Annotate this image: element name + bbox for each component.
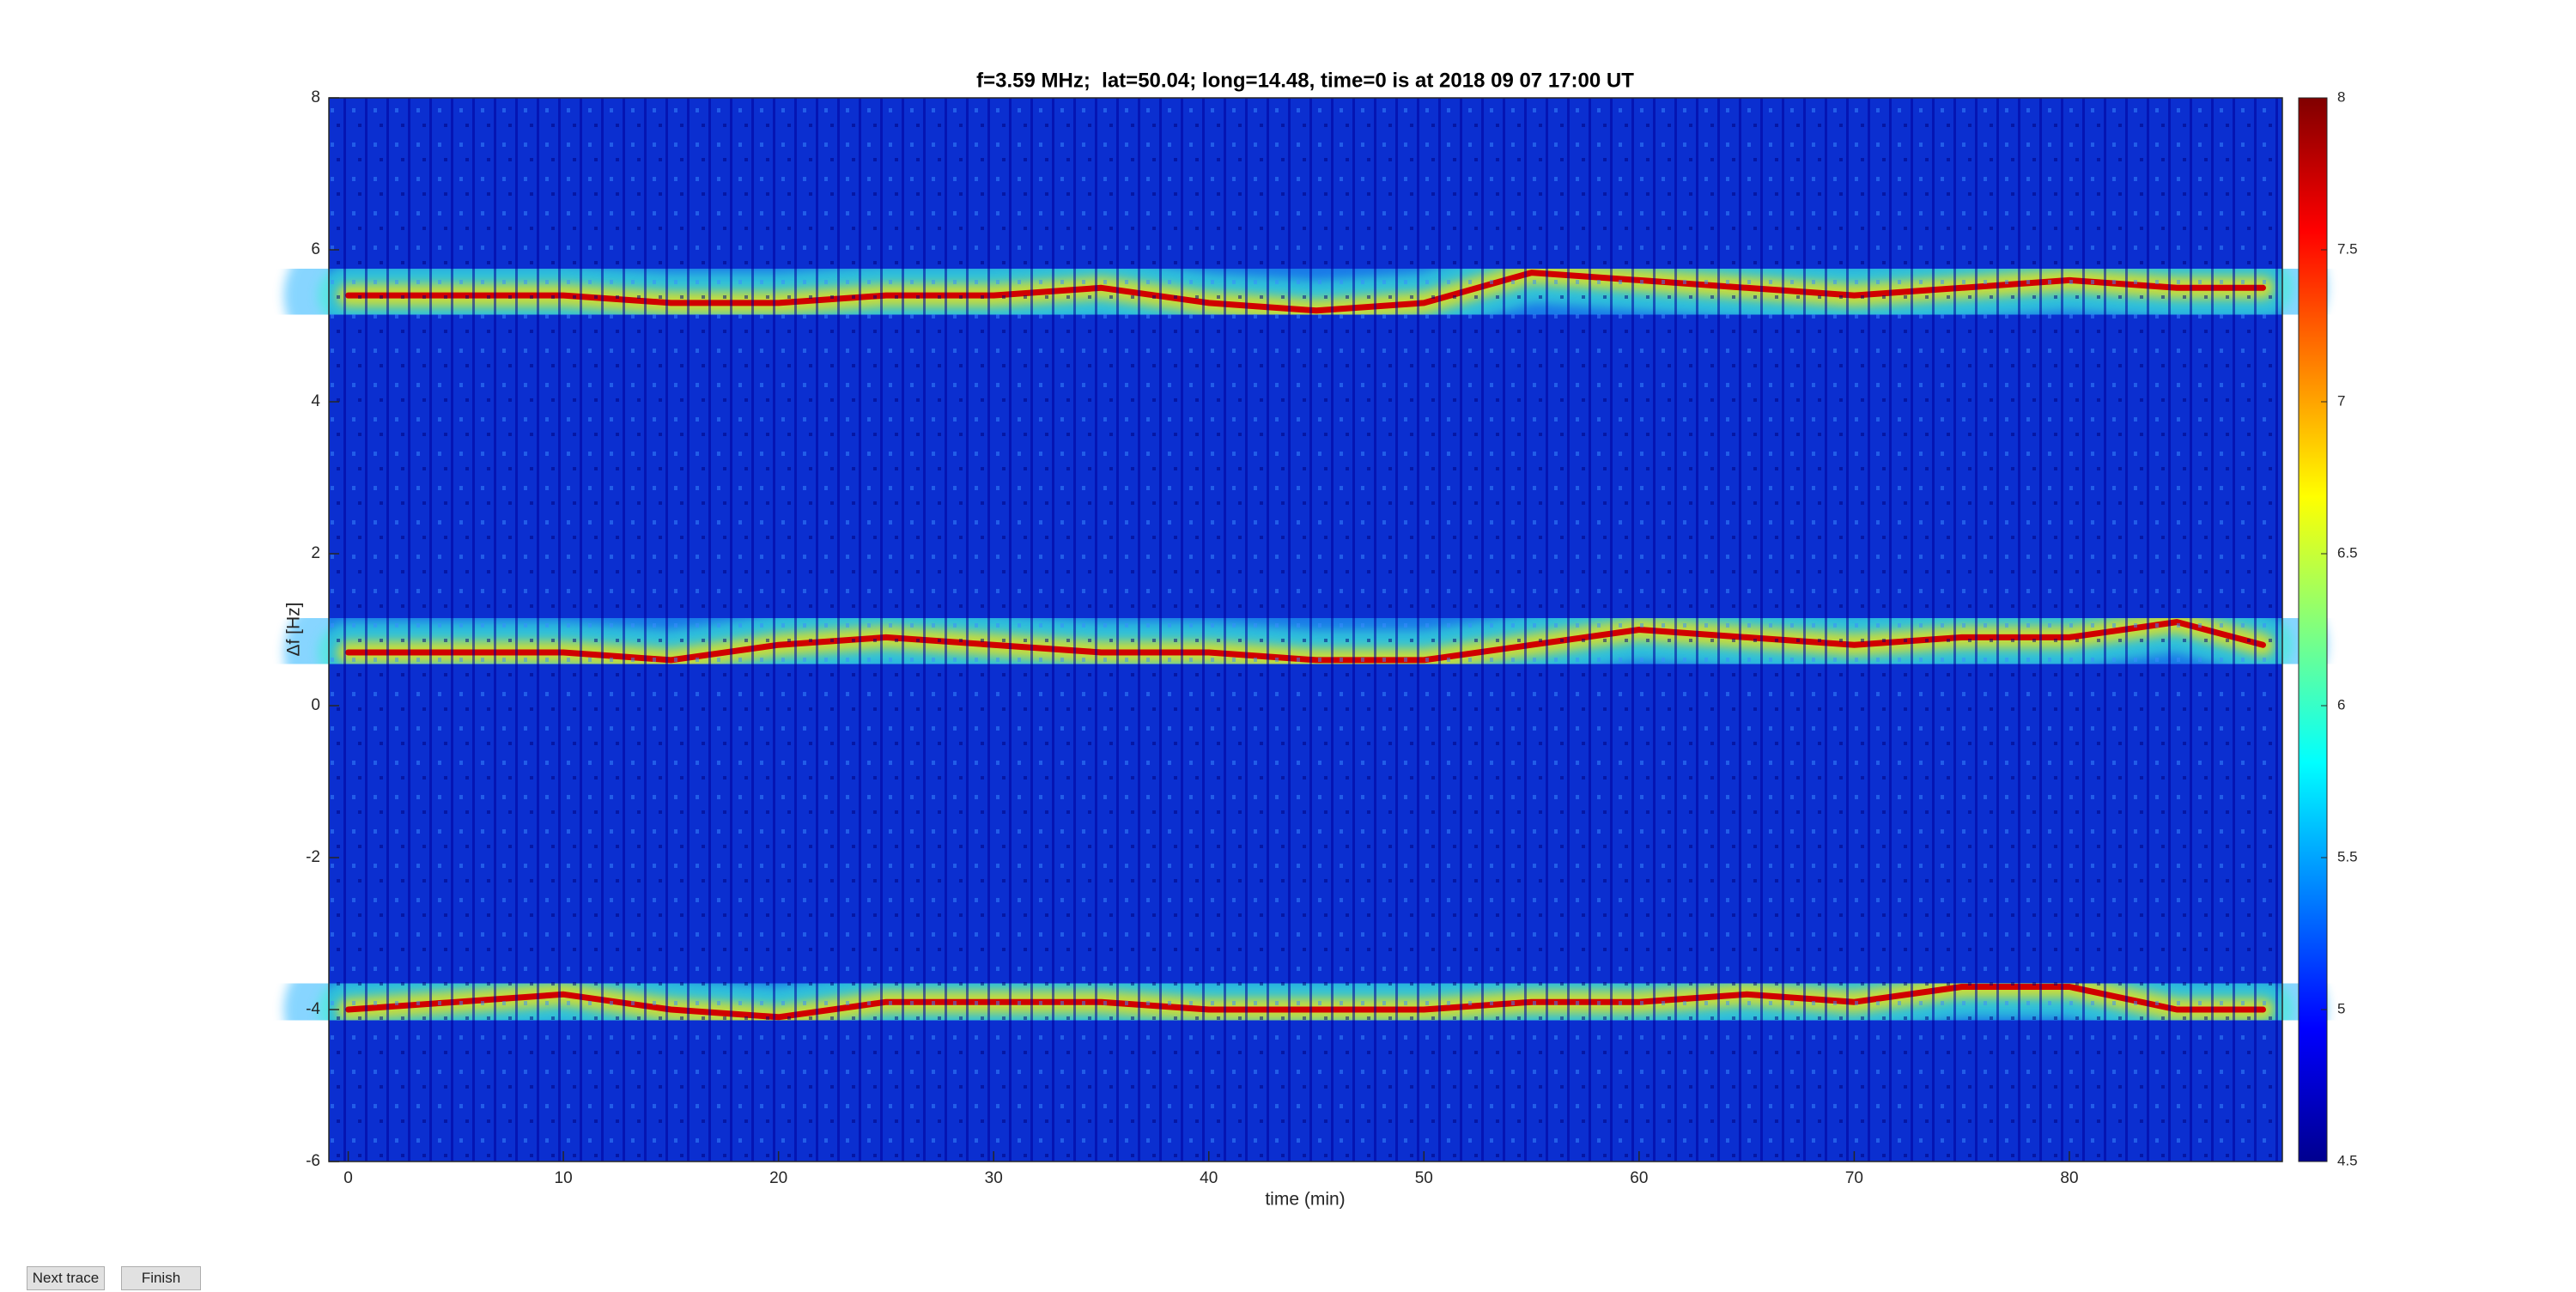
colorbar-tick-label: 5 <box>2337 1000 2345 1016</box>
colorbar-tick-label: 6 <box>2337 696 2345 713</box>
y-tick-label: -4 <box>306 1000 320 1018</box>
x-tick-label: 10 <box>555 1169 573 1187</box>
y-tick-label: 6 <box>311 240 320 258</box>
y-tick-label: 4 <box>311 392 320 410</box>
y-tick-label: 0 <box>311 696 320 714</box>
x-tick-label: 80 <box>2060 1169 2078 1187</box>
y-axis-label: Δf [Hz] <box>284 602 304 656</box>
x-tick-label: 0 <box>343 1169 353 1187</box>
finish-button[interactable]: Finish <box>121 1266 201 1290</box>
texture <box>329 98 2282 1162</box>
next-trace-button[interactable]: Next trace <box>27 1266 105 1290</box>
colorbar-tick-label: 5.5 <box>2337 848 2358 864</box>
y-tick-label: 8 <box>311 88 320 106</box>
x-tick-label: 30 <box>985 1169 1003 1187</box>
colorbar-tick-label: 4.5 <box>2337 1152 2358 1168</box>
plot-frame <box>328 97 2283 1162</box>
x-axis-label: time (min) <box>1265 1190 1345 1210</box>
colorbar-tick-label: 7 <box>2337 392 2345 409</box>
x-tick-label: 50 <box>1415 1169 1433 1187</box>
y-tick-label: -2 <box>306 848 320 866</box>
colorbar-tick-label: 8 <box>2337 88 2345 105</box>
chart-title: f=3.59 MHz; lat=50.04; long=14.48, time=… <box>976 69 1634 92</box>
colorbar-tick-label: 6.5 <box>2337 544 2358 561</box>
y-tick-label: -6 <box>306 1152 320 1170</box>
colorbar-tick-label: 7.5 <box>2337 240 2358 257</box>
x-tick-label: 60 <box>1630 1169 1648 1187</box>
x-tick-label: 20 <box>769 1169 787 1187</box>
x-tick-label: 70 <box>1845 1169 1863 1187</box>
y-tick-label: 2 <box>311 544 320 562</box>
chart: f=3.59 MHz; lat=50.04; long=14.48, time=… <box>283 69 2358 1210</box>
x-tick-label: 40 <box>1200 1169 1218 1187</box>
colorbar <box>2298 97 2328 1162</box>
